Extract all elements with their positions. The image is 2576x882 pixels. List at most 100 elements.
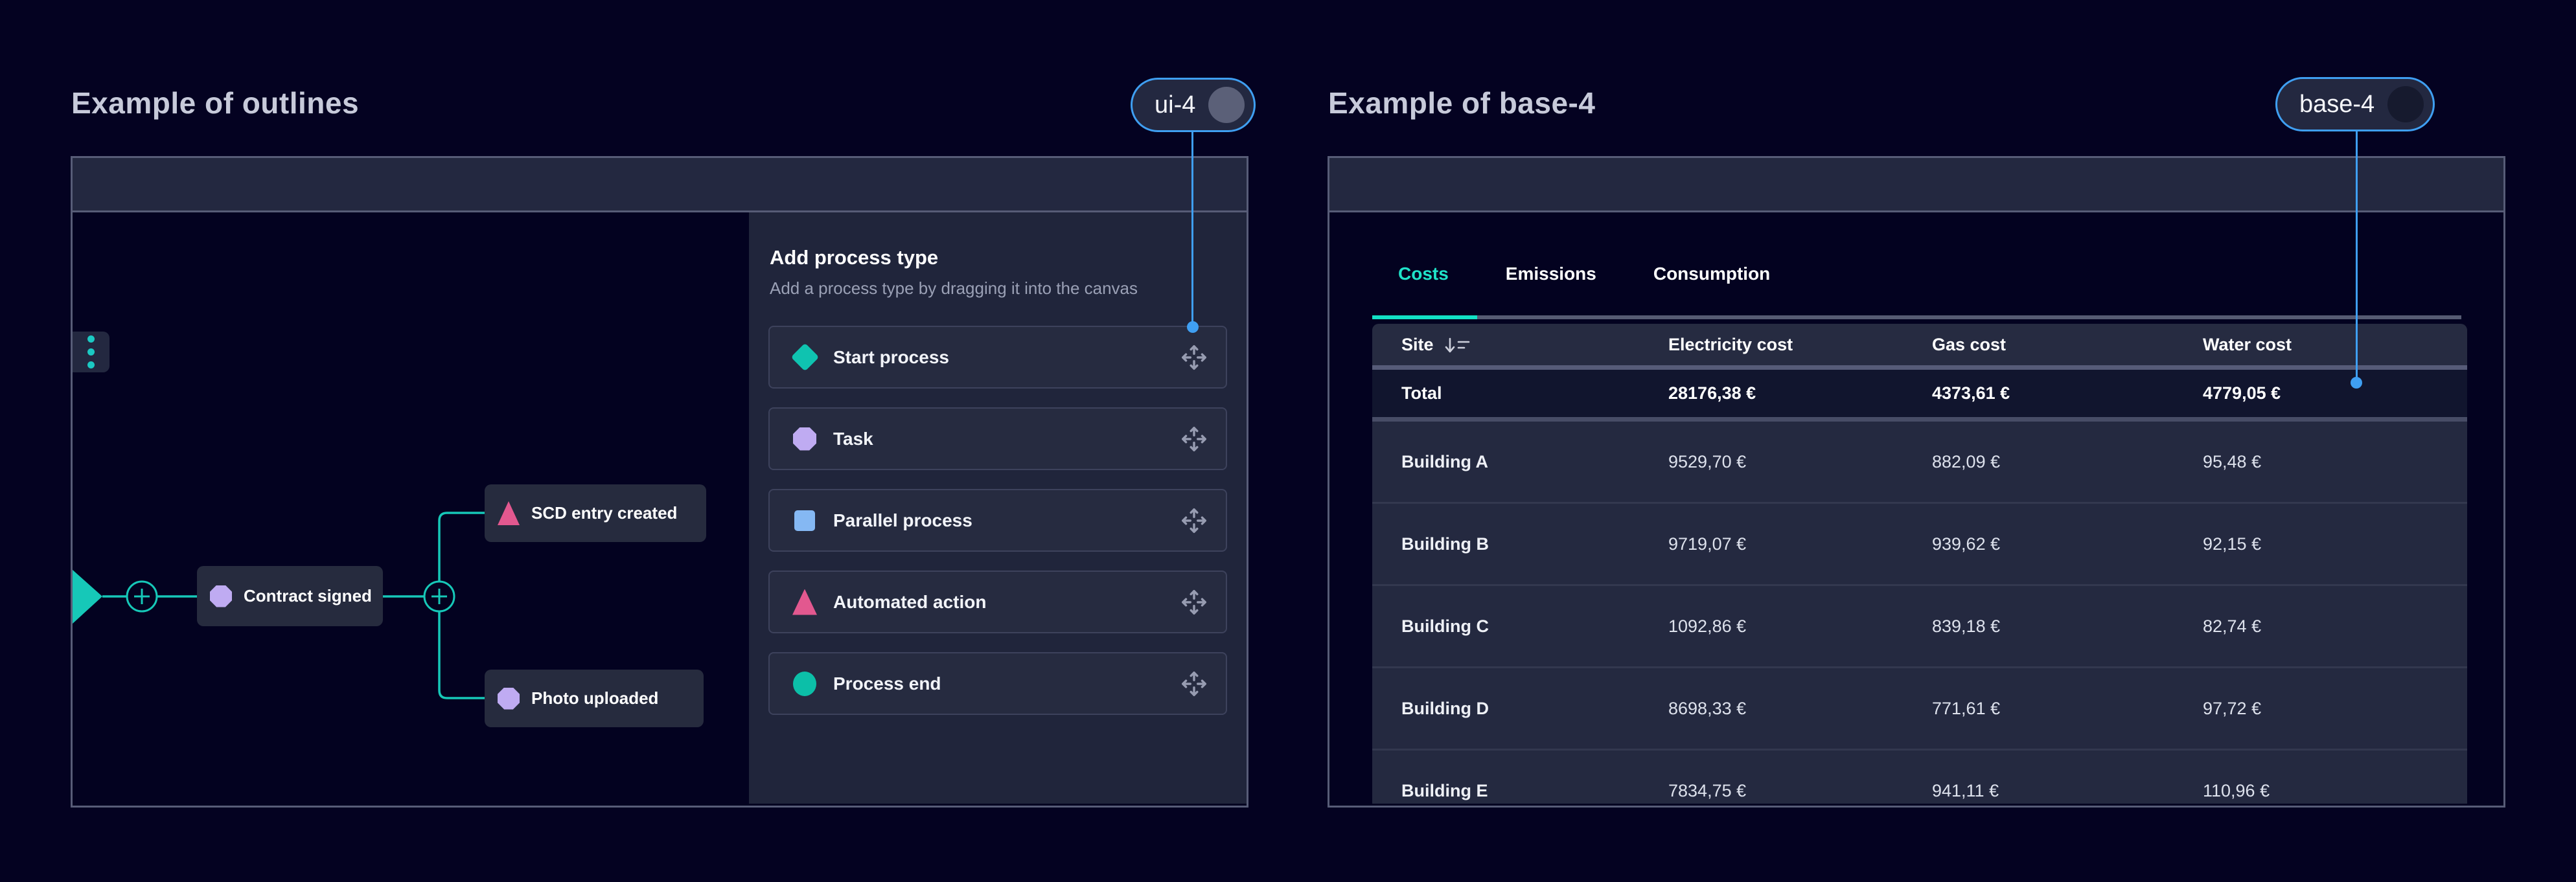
process-type-item-process-end[interactable]: Process end: [768, 652, 1227, 715]
row-gas: 882,09 €: [1932, 451, 2001, 471]
table-row-building-a[interactable]: Building A 9529,70 € 882,09 € 95,48 €: [1372, 422, 2467, 504]
flow-node-label: Contract signed: [244, 586, 372, 605]
row-site: Building B: [1401, 534, 1489, 554]
table-header-row: Site Electricity cost Gas cost Water cos…: [1372, 324, 2467, 365]
base4-toggle-knob-icon[interactable]: [2387, 86, 2424, 122]
drag-handle-icon[interactable]: [1179, 506, 1209, 536]
table-total-row: Total 28176,38 € 4373,61 € 4779,05 €: [1372, 370, 2467, 417]
outlines-panel-header: [73, 158, 1247, 212]
flow-node-contract-signed[interactable]: Contract signed: [197, 566, 383, 626]
drag-handle-icon[interactable]: [1179, 424, 1209, 454]
sort-descending-icon[interactable]: [1444, 336, 1470, 356]
table-divider: [1372, 417, 2467, 422]
canvas-menu-button[interactable]: [73, 332, 109, 372]
kebab-icon: [87, 348, 95, 356]
base4-toggle-badge[interactable]: base-4: [2275, 77, 2435, 131]
row-gas: 941,11 €: [1932, 780, 1999, 800]
base4-example-panel: Costs Emissions Consumption Site Electri…: [1328, 156, 2505, 808]
table-row-building-d[interactable]: Building D 8698,33 € 771,61 € 97,72 €: [1372, 668, 2467, 751]
table-divider: [1372, 365, 2467, 370]
right-section-title: Example of base-4: [1328, 86, 1596, 120]
drag-handle-icon[interactable]: [1179, 343, 1209, 372]
row-water: 110,96 €: [2203, 780, 2270, 800]
base4-annotation-dot: [2351, 377, 2362, 389]
base4-panel-body: Costs Emissions Consumption Site Electri…: [1329, 212, 2503, 804]
side-panel-title: Add process type: [770, 246, 939, 269]
triangle-icon: [792, 589, 817, 615]
ui4-toggle-knob-icon[interactable]: [1208, 87, 1245, 123]
process-type-item-task[interactable]: Task: [768, 407, 1227, 470]
flow-node-label: SCD entry created: [531, 503, 678, 523]
outlines-example-panel: Contract signed SCD entry created Photo …: [71, 156, 1248, 808]
row-electricity: 1092,86 €: [1668, 616, 1747, 636]
process-type-item-parallel-process[interactable]: Parallel process: [768, 489, 1227, 552]
row-gas: 771,61 €: [1932, 698, 2001, 718]
table-row-building-b[interactable]: Building B 9719,07 € 939,62 € 92,15 €: [1372, 504, 2467, 586]
base4-badge-label: base-4: [2299, 90, 2375, 118]
add-connector-button[interactable]: [423, 580, 455, 613]
flow-start-arrow-icon: [73, 570, 102, 624]
total-water: 4779,05 €: [2203, 383, 2281, 403]
tab-costs[interactable]: Costs: [1372, 263, 1477, 319]
table-row-building-c[interactable]: Building C 1092,86 € 839,18 € 82,74 €: [1372, 586, 2467, 668]
costs-table: Site Electricity cost Gas cost Water cos…: [1372, 324, 2467, 804]
row-water: 92,15 €: [2203, 534, 2262, 554]
tab-bar: Costs Emissions Consumption: [1372, 263, 2461, 319]
add-process-type-panel: Add process type Add a process type by d…: [749, 212, 1247, 804]
total-gas: 4373,61 €: [1932, 383, 2010, 403]
tab-consumption[interactable]: Consumption: [1653, 264, 1771, 284]
row-electricity: 9719,07 €: [1668, 534, 1747, 554]
row-water: 97,72 €: [2203, 698, 2262, 718]
add-connector-button[interactable]: [126, 580, 158, 613]
row-site: Building D: [1401, 698, 1489, 718]
square-icon: [794, 510, 815, 531]
flow-connectors: [73, 512, 485, 699]
row-electricity: 8698,33 €: [1668, 698, 1747, 718]
process-type-item-start-process[interactable]: Start process: [768, 326, 1227, 389]
kebab-icon: [87, 335, 95, 343]
table-row-building-e[interactable]: Building E 7834,75 € 941,11 € 110,96 €: [1372, 751, 2467, 804]
ui4-badge-label: ui-4: [1155, 91, 1196, 119]
row-water: 82,74 €: [2203, 616, 2262, 636]
row-electricity: 7834,75 €: [1668, 780, 1747, 800]
row-gas: 939,62 €: [1932, 534, 2001, 554]
process-canvas[interactable]: Contract signed SCD entry created Photo …: [73, 212, 749, 804]
column-header-electricity[interactable]: Electricity cost: [1668, 334, 1793, 354]
process-type-label: Automated action: [833, 591, 987, 612]
ui4-annotation-dot: [1187, 321, 1199, 333]
side-panel-subtitle: Add a process type by dragging it into t…: [770, 278, 1138, 298]
base4-annotation-line: [2356, 131, 2358, 378]
row-site: Building C: [1401, 616, 1489, 636]
process-type-label: Parallel process: [833, 510, 972, 530]
row-water: 95,48 €: [2203, 451, 2262, 471]
base4-panel-header: [1329, 158, 2503, 212]
row-site: Building A: [1401, 451, 1488, 471]
flow-node-label: Photo uploaded: [531, 688, 659, 708]
left-section-title: Example of outlines: [71, 86, 360, 120]
flow-node-photo-uploaded[interactable]: Photo uploaded: [485, 670, 704, 727]
octagon-icon: [498, 687, 520, 710]
process-type-label: Start process: [833, 346, 949, 367]
column-header-water[interactable]: Water cost: [2203, 334, 2292, 354]
outlines-panel-body: Contract signed SCD entry created Photo …: [73, 212, 1247, 804]
ui4-annotation-line: [1191, 132, 1193, 322]
diamond-icon: [790, 343, 819, 372]
column-header-gas[interactable]: Gas cost: [1932, 334, 2007, 354]
total-electricity: 28176,38 €: [1668, 383, 1756, 403]
process-type-item-automated-action[interactable]: Automated action: [768, 571, 1227, 633]
kebab-icon: [87, 361, 95, 368]
tab-emissions[interactable]: Emissions: [1505, 264, 1596, 284]
octagon-icon: [210, 585, 232, 607]
flow-node-scd-entry-created[interactable]: SCD entry created: [485, 484, 706, 542]
process-type-label: Task: [833, 428, 873, 449]
octagon-icon: [793, 427, 816, 451]
row-gas: 839,18 €: [1932, 616, 2001, 636]
triangle-icon: [498, 501, 520, 525]
row-site: Building E: [1401, 780, 1488, 800]
column-header-site[interactable]: Site: [1372, 334, 1668, 356]
drag-handle-icon[interactable]: [1179, 669, 1209, 699]
drag-handle-icon[interactable]: [1179, 587, 1209, 617]
ui4-toggle-badge[interactable]: ui-4: [1131, 78, 1256, 132]
row-electricity: 9529,70 €: [1668, 451, 1747, 471]
total-label: Total: [1401, 383, 1442, 403]
